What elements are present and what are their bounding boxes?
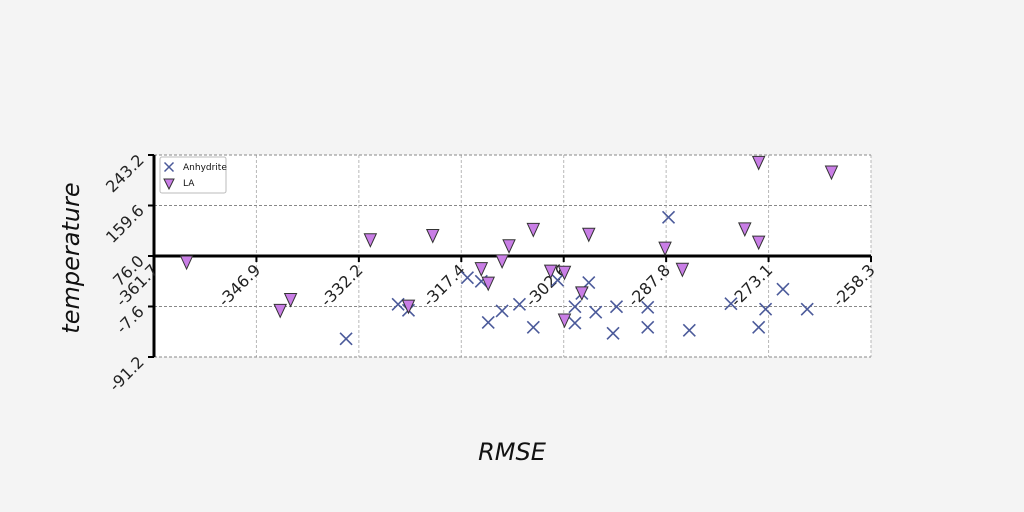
- y-tick-label: 159.6: [102, 201, 148, 247]
- y-axis-title: temperature: [57, 182, 85, 333]
- data-point-la: [283, 292, 298, 308]
- x-axis-title: RMSE: [478, 438, 547, 466]
- legend-marker-anhydrite: [163, 161, 175, 173]
- legend-marker-la: [163, 178, 175, 191]
- data-point-anhydrite: [526, 320, 540, 334]
- data-point-anhydrite: [460, 271, 474, 285]
- axes: [148, 154, 872, 358]
- data-point-la: [481, 276, 496, 292]
- data-point-la: [751, 155, 766, 171]
- y-tick-label: -91.2: [105, 352, 148, 395]
- data-point-anhydrite: [641, 320, 655, 334]
- data-point-la: [179, 255, 194, 271]
- data-point-la: [751, 235, 766, 251]
- data-point-anhydrite: [724, 297, 738, 311]
- data-point-anhydrite: [641, 300, 655, 314]
- data-point-la: [543, 264, 558, 280]
- data-point-anhydrite: [589, 305, 603, 319]
- data-point-la: [474, 262, 489, 277]
- data-point-la: [557, 265, 572, 281]
- data-point-anhydrite: [339, 332, 353, 346]
- data-point-la: [575, 286, 589, 302]
- data-point-la: [738, 222, 752, 238]
- data-point-anhydrite: [609, 300, 624, 314]
- data-point-la: [581, 227, 596, 243]
- legend-label-la: LA: [183, 179, 195, 189]
- data-point-anhydrite: [606, 326, 620, 340]
- legend-label-anhydrite: Anhydrite: [183, 163, 227, 173]
- data-point-anhydrite: [752, 320, 766, 334]
- data-point-la: [425, 228, 440, 244]
- data-point-anhydrite: [568, 300, 582, 314]
- data-point-la: [401, 299, 416, 315]
- legend: Anhydrite LA: [159, 156, 227, 194]
- data-point-la: [824, 165, 839, 181]
- legend-box: [159, 156, 227, 194]
- data-point-anhydrite: [551, 273, 565, 287]
- data-point-anhydrite: [800, 302, 814, 316]
- data-point-la: [495, 254, 509, 270]
- data-point-la: [557, 313, 572, 329]
- data-point-anhydrite: [512, 297, 526, 311]
- data-points: [179, 155, 839, 346]
- data-point-anhydrite: [481, 315, 495, 330]
- data-point-la: [363, 233, 378, 248]
- data-point-anhydrite: [682, 323, 696, 337]
- data-point-la: [502, 239, 516, 254]
- data-point-anhydrite: [661, 210, 676, 224]
- data-point-anhydrite: [495, 304, 509, 318]
- data-point-anhydrite: [759, 302, 773, 316]
- data-point-la: [526, 222, 541, 238]
- y-tick-label: 243.2: [102, 150, 148, 196]
- data-point-anhydrite: [568, 316, 582, 330]
- data-point-la: [273, 303, 287, 319]
- data-point-la: [658, 241, 672, 257]
- data-point-anhydrite: [776, 282, 790, 296]
- data-point-la: [675, 262, 690, 278]
- y-tick-label: -7.6: [112, 302, 148, 338]
